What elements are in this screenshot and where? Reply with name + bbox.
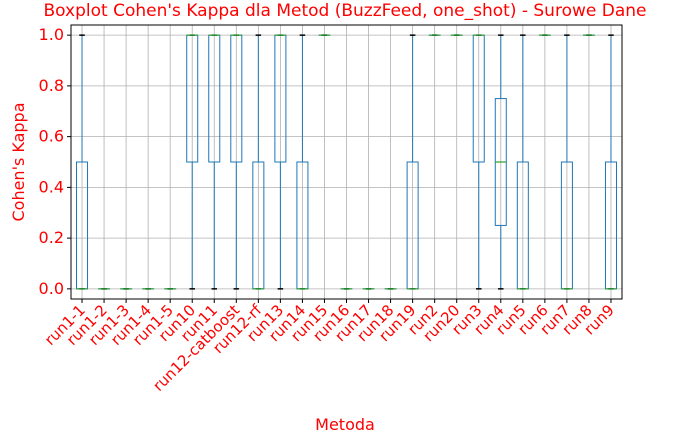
y-tick-label: 0.4: [39, 177, 64, 196]
y-tick-label: 0.6: [39, 127, 64, 146]
y-axis-label: Cohen's Kappa: [9, 102, 28, 221]
y-tick-label: 0.8: [39, 76, 64, 95]
y-tick-label: 1.0: [39, 25, 64, 44]
y-tick-label: 0.2: [39, 228, 64, 247]
y-tick-label: 0.0: [39, 279, 64, 298]
chart-title: Boxplot Cohen's Kappa dla Metod (BuzzFee…: [44, 1, 647, 21]
x-axis-label: Metoda: [315, 415, 375, 434]
